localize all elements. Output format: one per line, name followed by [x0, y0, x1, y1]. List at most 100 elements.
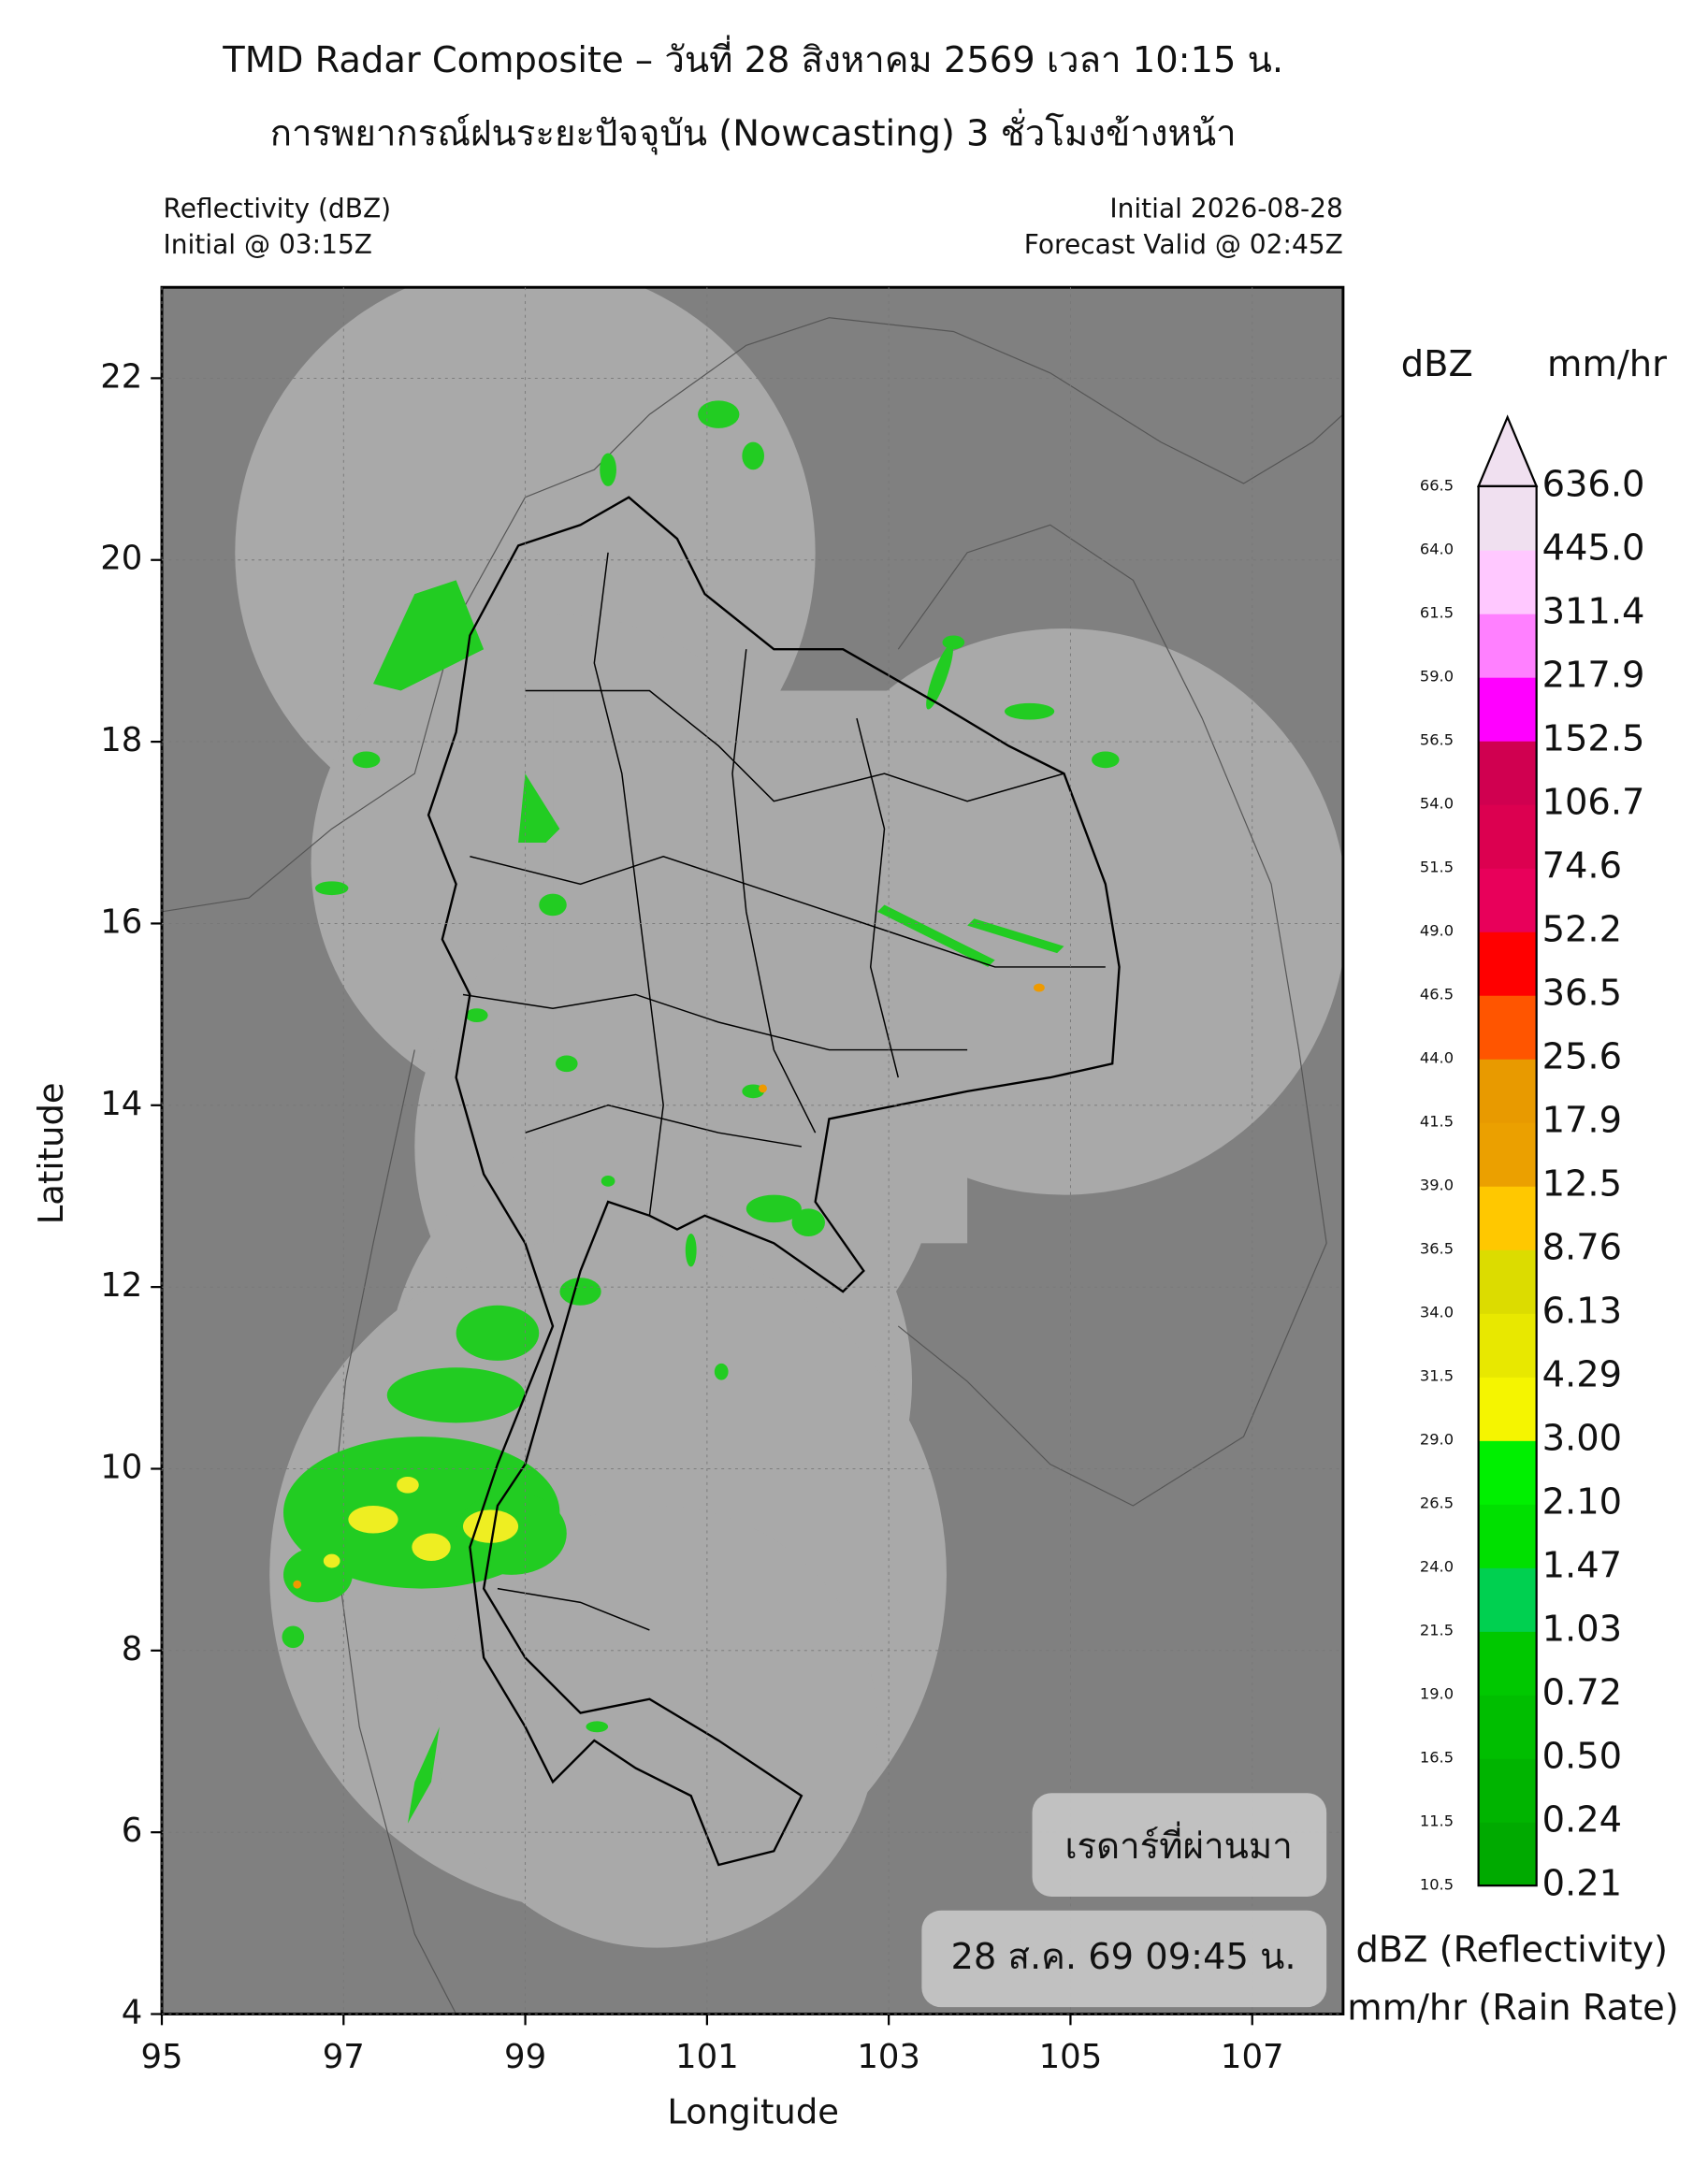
colorbar-rain-label: 1.03 — [1542, 1609, 1622, 1651]
colorbar-rain-label: 4.29 — [1542, 1354, 1622, 1396]
axis-ticks: 95 97 99 101 103 105 107 4 6 8 10 12 14 16 18 20 22 — [100, 287, 1343, 2076]
colorbar-segment — [1478, 485, 1537, 551]
colorbar-dbz-label: 36.5 — [1420, 1240, 1454, 1258]
overlay-label: เรดาร์ที่ผ่านมา — [1064, 1821, 1292, 1868]
colorbar-rain-label: 445.0 — [1542, 527, 1645, 569]
colorbar-segment — [1478, 1059, 1537, 1123]
y-tick-label: 10 — [100, 1448, 142, 1486]
colorbar-segment — [1478, 867, 1537, 932]
colorbar-dbz-label: 34.0 — [1420, 1304, 1454, 1321]
colorbar-rain-title: mm/hr — [1547, 343, 1667, 385]
initial-time: Initial @ 03:15Z — [163, 229, 372, 260]
subtitle: การพยากรณ์ฝนระยะปัจจุบัน (Nowcasting) 3 … — [270, 108, 1237, 154]
colorbar-dbz-label: 11.5 — [1420, 1812, 1454, 1830]
colorbar-segment — [1478, 549, 1537, 614]
colorbar-rain-label: 106.7 — [1542, 781, 1645, 823]
y-tick-label: 4 — [122, 1994, 143, 2032]
colorbar-dbz-label: 61.5 — [1420, 603, 1454, 621]
x-tick-label: 95 — [140, 2038, 182, 2076]
colorbar-rain-label: 17.9 — [1542, 1100, 1622, 1142]
y-tick-label: 12 — [100, 1266, 142, 1305]
colorbar-rain-label: 12.5 — [1542, 1163, 1622, 1206]
overlay-time-box — [921, 1910, 1327, 2008]
colorbar-dbz-label: 49.0 — [1420, 921, 1454, 939]
colorbar-rain-label: 8.76 — [1542, 1227, 1622, 1269]
colorbar: 10.5 0.21 11.5 0.24 16.5 0.50 19.0 0.72 21.5 1.03… — [1420, 414, 1645, 1905]
colorbar-dbz-label: 31.5 — [1420, 1367, 1454, 1385]
colorbar-rain-label: 1.47 — [1542, 1545, 1622, 1587]
colorbar-segment — [1478, 1313, 1537, 1378]
colorbar-dbz-label: 39.0 — [1420, 1177, 1454, 1194]
colorbar-dbz-label: 19.0 — [1420, 1685, 1454, 1703]
colorbar-segment — [1478, 1440, 1537, 1505]
colorbar-segment — [1478, 676, 1537, 742]
y-tick-label: 16 — [100, 902, 142, 941]
map — [162, 287, 1343, 2014]
colorbar-segment — [1478, 613, 1537, 678]
colorbar-rain-label: 311.4 — [1542, 590, 1645, 632]
colorbar-segment — [1478, 995, 1537, 1060]
y-tick-label: 14 — [100, 1085, 142, 1123]
overlay-label-box — [1032, 1793, 1327, 1897]
colorbar-rain-label: 6.13 — [1542, 1291, 1622, 1333]
colorbar-segment — [1478, 931, 1537, 996]
y-tick-label: 6 — [122, 1812, 143, 1850]
colorbar-segment — [1478, 1122, 1537, 1187]
colorbar-segment — [1478, 1758, 1537, 1823]
colorbar-segment — [1478, 803, 1537, 869]
colorbar-dbz-label: 66.5 — [1420, 476, 1454, 494]
colorbar-dbz-label: 41.5 — [1420, 1113, 1454, 1131]
colorbar-dbz-label: 59.0 — [1420, 667, 1454, 685]
colorbar-dbz-label: 26.5 — [1420, 1495, 1454, 1512]
colorbar-segment — [1478, 1567, 1537, 1632]
x-tick-label: 103 — [857, 2038, 920, 2076]
initial-date: Initial 2026-08-28 — [1109, 194, 1343, 224]
colorbar-rain-label: 217.9 — [1542, 654, 1645, 696]
colorbar-segment — [1478, 1631, 1537, 1696]
product-label: Reflectivity (dBZ) — [163, 194, 391, 224]
y-tick-label: 20 — [100, 540, 142, 578]
colorbar-rain-label: 25.6 — [1542, 1036, 1622, 1078]
colorbar-dbz-label: 54.0 — [1420, 794, 1454, 812]
colorbar-rain-label: 0.21 — [1542, 1863, 1622, 1905]
y-axis-label: Latitude — [31, 1082, 71, 1224]
colorbar-rain-label: 0.72 — [1542, 1672, 1622, 1714]
colorbar-legend-rain: mm/hr (Rain Rate) — [1347, 1987, 1679, 2029]
thailand-border — [427, 496, 1121, 1867]
x-axis-label: Longitude — [667, 2091, 839, 2131]
colorbar-segment — [1478, 1822, 1537, 1886]
colorbar-rain-label: 152.5 — [1542, 717, 1645, 759]
colorbar-legend-dbz: dBZ (Reflectivity) — [1355, 1929, 1668, 1971]
colorbar-rain-label: 74.6 — [1542, 845, 1622, 887]
heavy-echoes — [323, 1476, 519, 1568]
colorbar-segment — [1478, 740, 1537, 805]
x-tick-label: 99 — [504, 2038, 546, 2076]
colorbar-segment — [1478, 1504, 1537, 1568]
y-tick-label: 8 — [122, 1630, 143, 1668]
colorbar-frame — [1477, 484, 1538, 1887]
colorbar-rain-label: 0.24 — [1542, 1799, 1622, 1841]
colorbar-dbz-label: 10.5 — [1420, 1876, 1454, 1894]
overlay-time: 28 ส.ค. 69 09:45 น. — [950, 1936, 1295, 1978]
colorbar-rain-label: 52.2 — [1542, 908, 1622, 950]
colorbar-segment — [1478, 1695, 1537, 1759]
valid-time: Forecast Valid @ 02:45Z — [1024, 229, 1343, 260]
colorbar-segment — [1478, 1186, 1537, 1250]
colorbar-dbz-label: 64.0 — [1420, 540, 1454, 557]
colorbar-dbz-label: 46.5 — [1420, 986, 1454, 1004]
province-borders — [462, 552, 1106, 1631]
colorbar-dbz-title: dBZ — [1401, 343, 1473, 385]
colorbar-dbz-label: 24.0 — [1420, 1558, 1454, 1576]
colorbar-dbz-label: 29.0 — [1420, 1431, 1454, 1449]
colorbar-segment — [1478, 1377, 1537, 1441]
colorbar-dbz-label: 21.5 — [1420, 1622, 1454, 1639]
x-tick-label: 97 — [323, 2038, 365, 2076]
y-tick-label: 18 — [100, 721, 142, 759]
title: TMD Radar Composite – วันที่ 28 สิงหาคม … — [222, 35, 1283, 81]
colorbar-dbz-label: 16.5 — [1420, 1749, 1454, 1767]
colorbar-segment — [1478, 1249, 1537, 1314]
colorbar-rain-label: 636.0 — [1542, 463, 1645, 505]
x-tick-label: 107 — [1221, 2038, 1284, 2076]
